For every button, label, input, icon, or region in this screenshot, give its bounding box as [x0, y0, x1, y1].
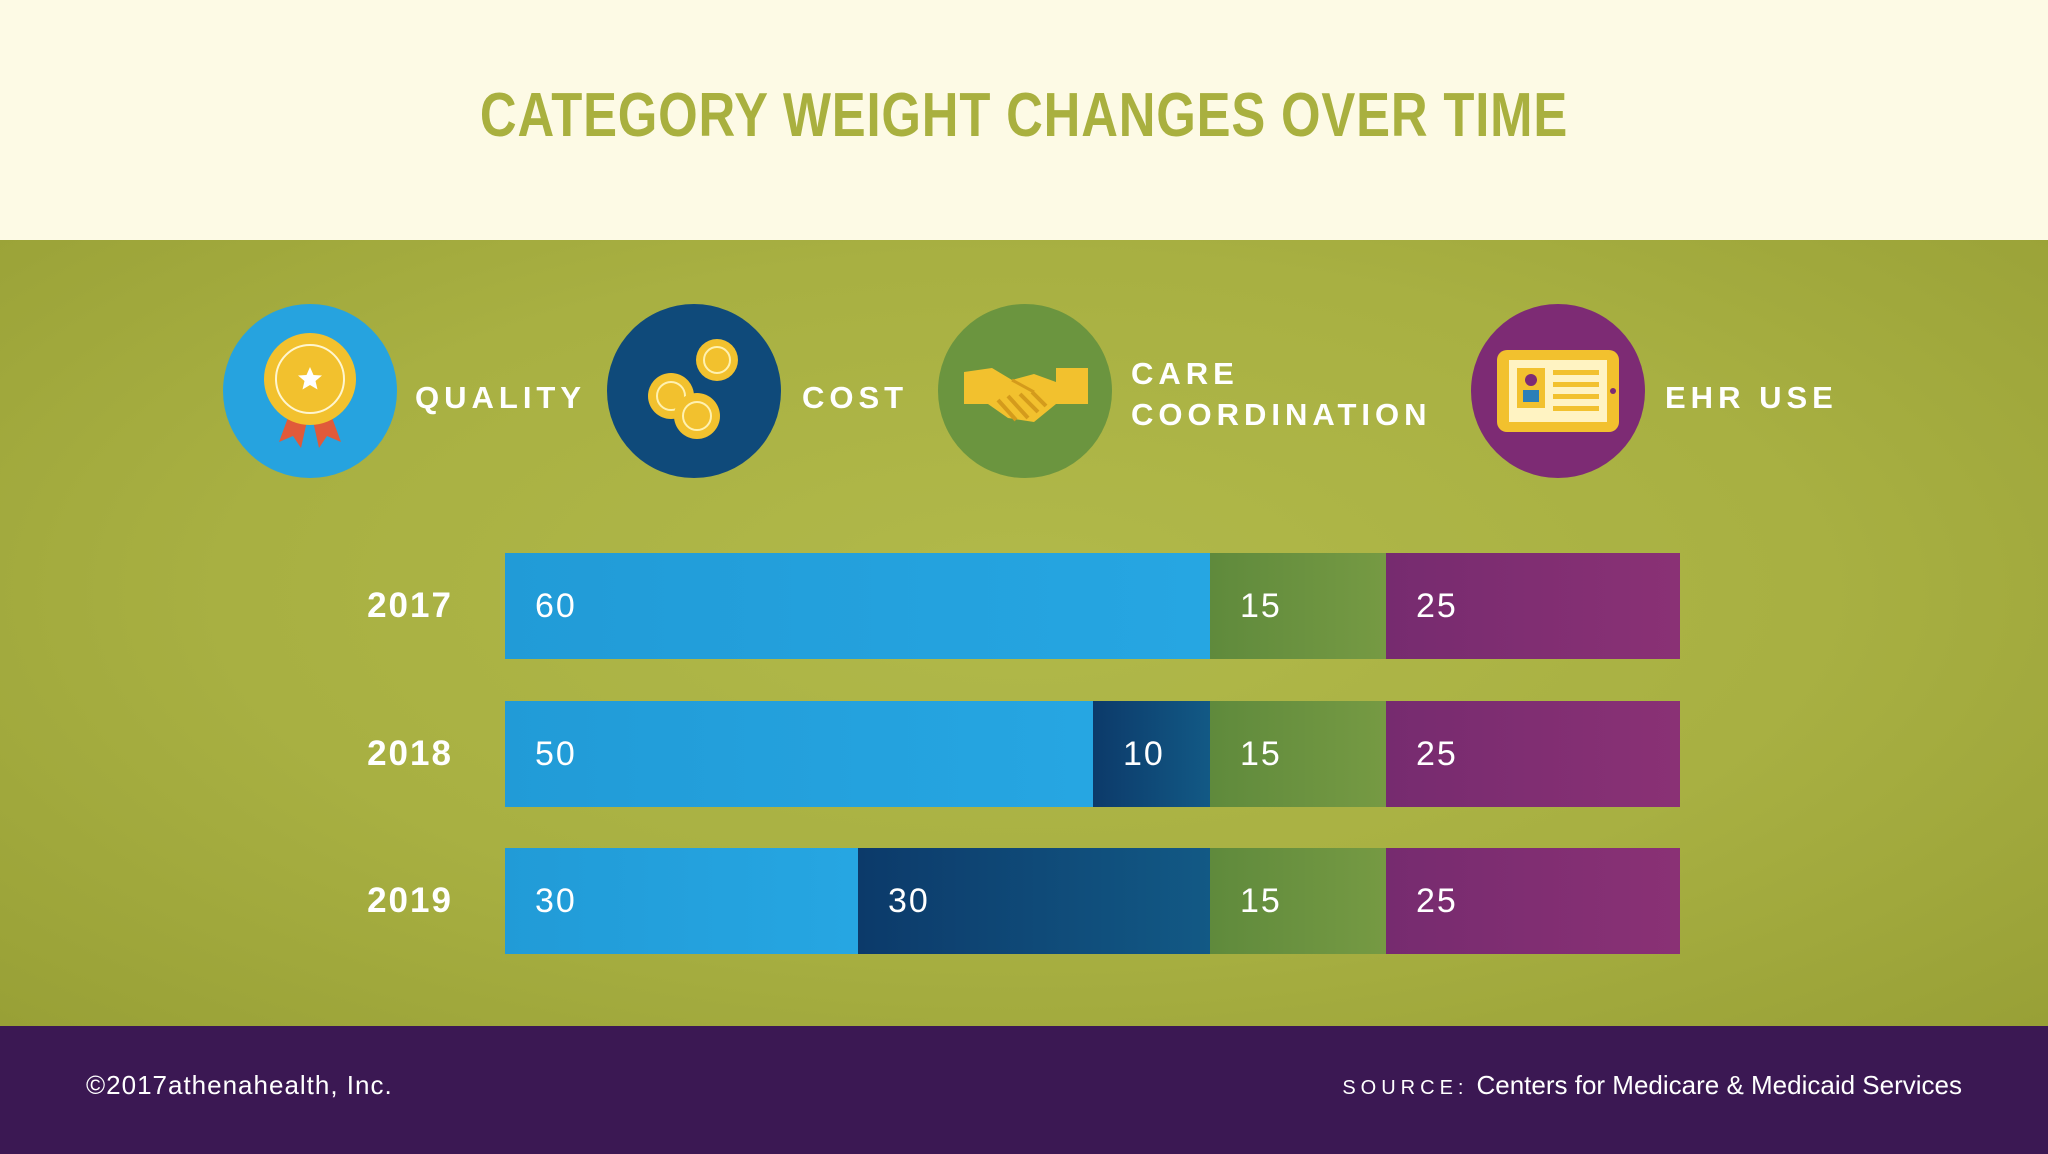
chart-title: CATEGORY WEIGHT CHANGES OVER TIME [479, 81, 1569, 150]
header: CATEGORY WEIGHT CHANGES OVER TIME [0, 0, 2048, 240]
data-label-2017-care-coordination: 15 [1240, 587, 1282, 625]
legend-label-care: CARE [1131, 356, 1239, 391]
bar-2017-quality [505, 553, 1210, 659]
bar-2019-cost [858, 848, 1210, 954]
quality-icon [223, 304, 397, 478]
data-label-2019-ehr-use: 25 [1416, 882, 1458, 920]
legend-label-quality: QUALITY [415, 380, 587, 415]
bar-2018-care-coordination [1210, 701, 1386, 807]
bar-2019-care-coordination [1210, 848, 1386, 954]
data-label-2017-quality: 60 [535, 587, 577, 625]
cost-icon [607, 304, 781, 478]
bar-2017-care-coordination [1210, 553, 1386, 659]
handshake-icon [938, 304, 1112, 478]
bar-2018-quality [505, 701, 1093, 807]
legend-label-care-coordination: CARE COORDINATION [1131, 353, 1432, 435]
source-text: Centers for Medicare & Medicaid Services [1476, 1070, 1962, 1100]
bar-2017-ehr-use [1386, 553, 1680, 659]
data-label-2019-cost: 30 [888, 882, 930, 920]
bar-2019-quality [505, 848, 858, 954]
data-label-2018-care-coordination: 15 [1240, 735, 1282, 773]
bar-2018-cost [1093, 701, 1210, 807]
copyright: ©2017athenahealth, Inc. [86, 1070, 393, 1100]
ehr-card-icon [1471, 304, 1645, 478]
source-line: SOURCE: Centers for Medicare & Medicaid S… [1342, 1070, 1962, 1101]
data-label-2019-care-coordination: 15 [1240, 882, 1282, 920]
year-label-2018: 2018 [367, 734, 453, 773]
data-label-2019-quality: 30 [535, 882, 577, 920]
year-label-2019: 2019 [367, 881, 453, 920]
data-label-2018-ehr-use: 25 [1416, 735, 1458, 773]
legend-label-coordination: COORDINATION [1131, 397, 1432, 432]
bar-2019-ehr-use [1386, 848, 1680, 954]
data-label-2018-cost: 10 [1123, 735, 1165, 773]
legend-label-cost: COST [802, 380, 909, 415]
legend-label-ehr-use: EHR USE [1665, 380, 1838, 415]
chart-panel: QUALITY COST CARE COORDINATION [0, 240, 2048, 1026]
data-label-2017-ehr-use: 25 [1416, 587, 1458, 625]
source-label: SOURCE: [1342, 1077, 1469, 1099]
data-label-2018-quality: 50 [535, 735, 577, 773]
footer [0, 1026, 2048, 1154]
year-label-2017: 2017 [367, 586, 453, 625]
bar-2018-ehr-use [1386, 701, 1680, 807]
